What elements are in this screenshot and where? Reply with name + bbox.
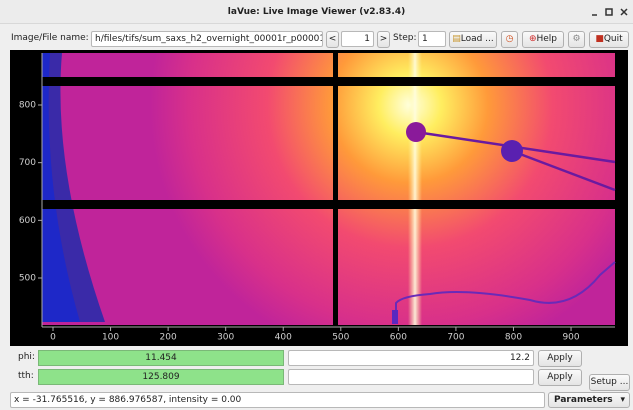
x-tick-label: 400: [275, 333, 292, 343]
help-label: Help: [537, 34, 558, 44]
x-tick-label: 100: [102, 333, 119, 343]
clock-button[interactable]: ◷: [501, 31, 518, 48]
step-input[interactable]: 1: [418, 31, 446, 47]
quit-button[interactable]: ■Quit: [589, 31, 629, 48]
mode-combo[interactable]: Parameters▾: [548, 392, 630, 408]
x-tick-label: 700: [447, 333, 464, 343]
load-label: Load ...: [461, 34, 494, 44]
phi-label: phi:: [18, 352, 35, 362]
image-plot[interactable]: 0 100 200 300 400 500 600 700 800 900 500 600 700 800: [10, 50, 628, 346]
y-tick-label: 600: [19, 216, 36, 226]
tth-label: tth:: [18, 371, 34, 381]
tth-input[interactable]: [288, 369, 534, 385]
prev-button[interactable]: <: [326, 31, 339, 48]
x-tick-label: 800: [505, 333, 522, 343]
app-window: laVue: Live Image Viewer (v2.83.4) Image…: [0, 0, 633, 410]
file-label: Image/File name:: [11, 33, 89, 43]
phi-value: 11.454: [38, 350, 284, 366]
x-tick-label: 200: [160, 333, 177, 343]
help-button[interactable]: ⊕Help: [522, 31, 564, 48]
phi-apply[interactable]: Apply: [538, 350, 582, 367]
phi-input[interactable]: 12.2: [288, 350, 534, 366]
window-title: laVue: Live Image Viewer (v2.83.4): [0, 0, 633, 24]
tth-value: 125.809: [38, 369, 284, 385]
y-tick-label: 800: [19, 101, 36, 111]
x-tick-label: 300: [217, 333, 234, 343]
tth-apply[interactable]: Apply: [538, 369, 582, 386]
quit-label: Quit: [604, 34, 623, 44]
window-controls[interactable]: [590, 6, 630, 18]
x-tick-label: 900: [562, 333, 579, 343]
step-label: Step:: [393, 33, 417, 43]
next-button[interactable]: >: [377, 31, 390, 48]
x-tick-label: 500: [332, 333, 349, 343]
mode-label: Parameters: [554, 395, 613, 405]
frame-input[interactable]: 1: [341, 31, 374, 47]
status-text: x = -31.765516, y = 886.976587, intensit…: [10, 392, 545, 408]
load-button[interactable]: ▤Load ...: [449, 31, 497, 48]
file-path[interactable]: h/files/tifs/sum_saxs_h2_overnight_00001…: [91, 31, 323, 47]
settings-button[interactable]: ⚙: [568, 31, 585, 48]
x-tick-label: 600: [390, 333, 407, 343]
y-tick-label: 700: [19, 158, 36, 168]
setup-button[interactable]: Setup ...: [589, 374, 630, 391]
x-tick-label: 0: [50, 333, 56, 343]
y-tick-label: 500: [19, 274, 36, 284]
